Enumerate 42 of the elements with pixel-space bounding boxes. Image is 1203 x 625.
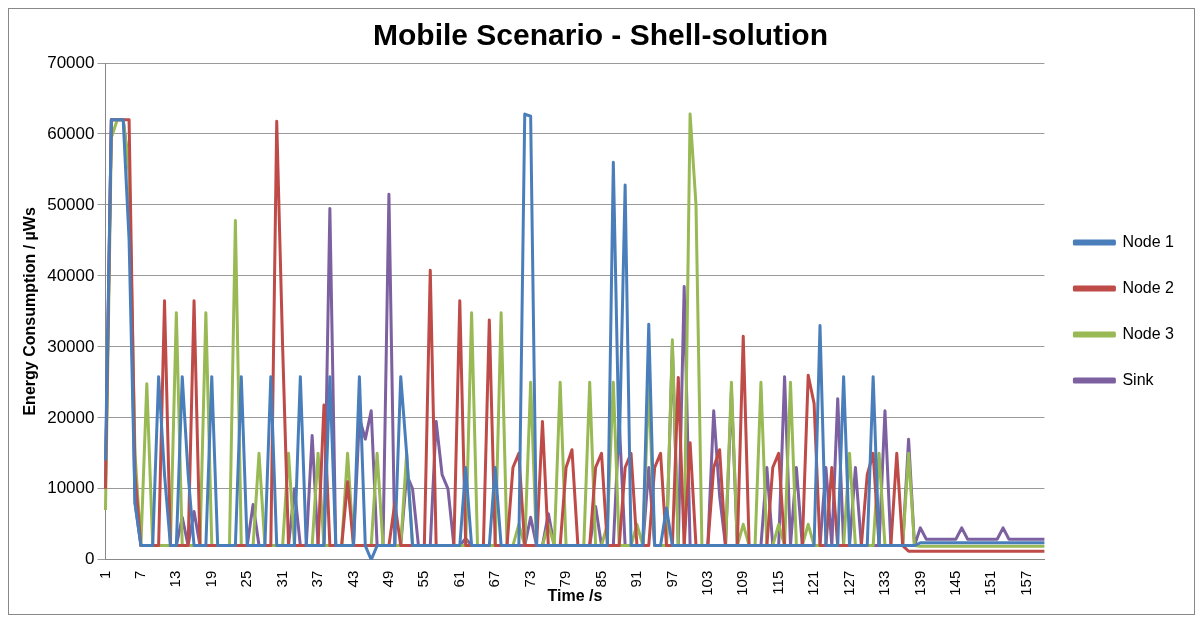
x-tick-label: 85: [591, 570, 609, 588]
x-tick-label: 37: [308, 570, 326, 588]
y-tick-label: 30000: [47, 336, 95, 356]
y-tick-label: 50000: [47, 194, 95, 214]
x-tick-label: 61: [449, 570, 467, 588]
x-tick-label: 97: [662, 570, 680, 588]
y-tick-label: 0: [85, 549, 95, 569]
y-tick-label: 70000: [47, 52, 95, 72]
x-tick-label: 139: [910, 570, 928, 596]
legend-label: Node 3: [1122, 324, 1175, 342]
x-tick-label: 79: [556, 570, 574, 588]
chart-title: Mobile Scenario - Shell-solution: [372, 18, 829, 52]
x-tick-label: 49: [379, 570, 397, 588]
x-tick-label: 103: [697, 570, 715, 596]
x-tick-label: 109: [733, 570, 751, 596]
x-tick-label: 157: [1016, 570, 1034, 596]
x-tick-label: 7: [131, 570, 149, 580]
x-tick-label: 43: [343, 570, 361, 588]
x-tick-label: 145: [945, 570, 963, 596]
x-tick-label: 25: [237, 570, 255, 588]
x-tick-label: 127: [839, 570, 857, 596]
legend-label: Node 2: [1122, 278, 1175, 296]
x-axis-title: Time /s: [547, 586, 603, 604]
x-tick-label: 91: [627, 570, 645, 588]
y-axis-title: Energy Consumption / µWs: [21, 207, 39, 416]
legend-label: Node 1: [1122, 232, 1175, 250]
x-tick-label: 1: [95, 570, 113, 580]
x-tick-label: 13: [166, 570, 184, 588]
x-tick-label: 121: [804, 570, 822, 596]
x-tick-label: 19: [201, 570, 219, 588]
y-tick-label: 60000: [47, 123, 95, 143]
y-tick-label: 20000: [47, 407, 95, 427]
x-tick-label: 115: [768, 570, 786, 595]
y-tick-label: 40000: [47, 265, 95, 285]
x-tick-label: 73: [520, 570, 538, 588]
x-tick-label: 67: [485, 570, 503, 588]
x-tick-label: 31: [272, 570, 290, 588]
x-tick-label: 55: [414, 570, 432, 588]
y-tick-label: 10000: [47, 478, 95, 498]
x-tick-label: 151: [981, 570, 999, 596]
legend-label: Sink: [1122, 370, 1155, 388]
x-tick-label: 133: [875, 570, 893, 596]
